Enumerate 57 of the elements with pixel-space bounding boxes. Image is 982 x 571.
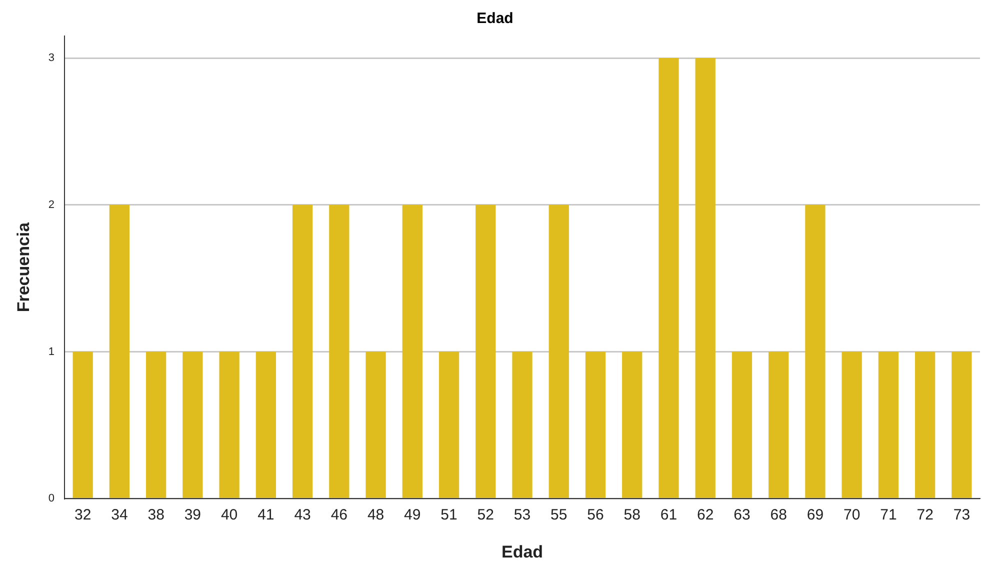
bar — [732, 352, 752, 498]
bar — [805, 204, 826, 498]
x-tick-label: 71 — [880, 506, 897, 524]
bar — [658, 58, 679, 498]
bar — [915, 352, 936, 498]
bar — [329, 204, 350, 498]
bar — [952, 352, 972, 498]
y-axis-title: Frecuencia — [14, 222, 33, 312]
bar — [366, 352, 386, 498]
x-tick-label: 52 — [477, 506, 494, 524]
x-tick-label: 43 — [294, 506, 311, 524]
x-axis-title: Edad — [501, 542, 544, 562]
x-tick-label: 51 — [440, 506, 458, 524]
bar — [402, 204, 422, 498]
x-tick-label: 38 — [148, 506, 164, 524]
x-tick-label: 68 — [770, 506, 787, 524]
bar — [219, 352, 240, 498]
bar — [768, 352, 789, 498]
x-tick-label: 39 — [184, 506, 202, 524]
x-tick-label: 55 — [550, 506, 568, 524]
x-tick-label: 56 — [587, 506, 604, 524]
x-tick-label: 34 — [111, 506, 128, 524]
bar — [585, 352, 606, 498]
x-tick-label: 48 — [367, 506, 384, 524]
bar — [548, 204, 569, 498]
bar — [878, 352, 899, 498]
bar — [622, 352, 642, 498]
x-tick-label: 32 — [74, 506, 92, 524]
bar — [292, 204, 313, 498]
bar — [695, 58, 716, 498]
x-tick-label: 70 — [843, 506, 860, 524]
bar — [182, 352, 203, 498]
x-tick-label: 62 — [697, 506, 714, 524]
x-tick-label: 73 — [953, 506, 970, 524]
x-tick-label: 41 — [258, 506, 274, 524]
bar — [146, 352, 166, 498]
x-tick-label: 40 — [220, 506, 238, 524]
x-tick-label: 72 — [916, 506, 934, 524]
bar — [72, 352, 93, 498]
y-tick-label: 1 — [48, 346, 55, 358]
x-tick-label: 46 — [330, 506, 348, 524]
bar — [512, 352, 532, 498]
bar — [476, 204, 496, 498]
y-tick-label: 2 — [48, 198, 55, 211]
x-tick-label: 53 — [514, 506, 531, 524]
x-tick-label: 49 — [404, 506, 421, 524]
bar — [438, 352, 460, 498]
y-tick-label: 3 — [48, 52, 55, 64]
bar — [842, 352, 862, 498]
y-tick-label: 0 — [48, 492, 55, 505]
chart-title: Edad — [476, 10, 514, 28]
x-tick-label: 58 — [624, 506, 640, 524]
bar — [256, 352, 276, 498]
x-tick-label: 63 — [734, 506, 750, 524]
x-tick-label: 61 — [660, 506, 678, 524]
x-tick-label: 69 — [806, 506, 824, 524]
bar — [109, 204, 130, 498]
